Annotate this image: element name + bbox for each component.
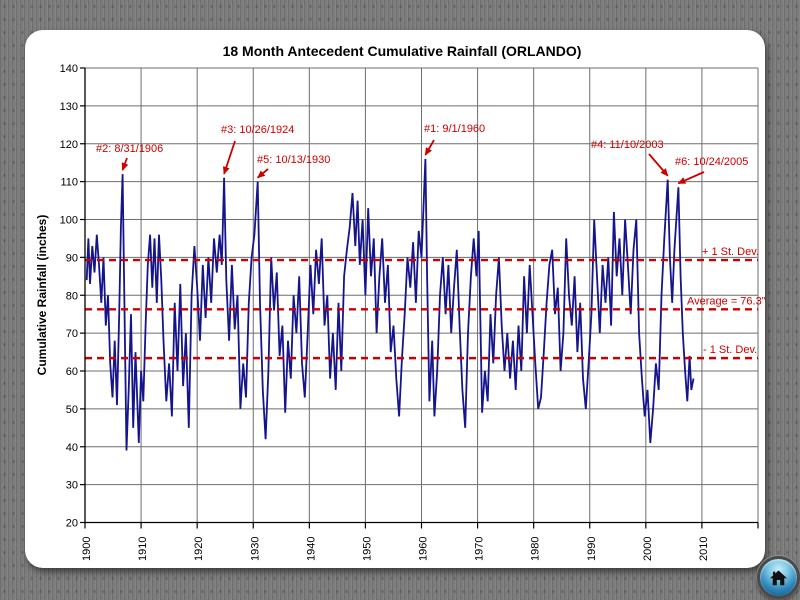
svg-text:1920: 1920 bbox=[193, 537, 205, 561]
svg-text:80: 80 bbox=[66, 290, 78, 302]
svg-text:130: 130 bbox=[60, 101, 78, 113]
svg-text:70: 70 bbox=[66, 328, 78, 340]
svg-text:40: 40 bbox=[66, 442, 78, 454]
slide-surface bbox=[25, 30, 765, 568]
svg-text:1940: 1940 bbox=[305, 537, 317, 561]
rainfall-series-line bbox=[85, 158, 695, 451]
chart-title: 18 Month Antecedent Cumulative Rainfall … bbox=[223, 43, 582, 59]
svg-text:30: 30 bbox=[66, 480, 78, 492]
svg-text:120: 120 bbox=[60, 139, 78, 151]
svg-text:90: 90 bbox=[66, 252, 78, 264]
svg-text:- 1 St. Dev.: - 1 St. Dev. bbox=[703, 344, 757, 356]
svg-text:1930: 1930 bbox=[249, 537, 261, 561]
axes-layer: 20 30 40 50 60 70 80 90 100 110 120 130 140 1900 1910 1… bbox=[60, 63, 759, 561]
svg-text:2010: 2010 bbox=[698, 537, 710, 561]
home-icon bbox=[769, 569, 788, 586]
svg-text:140: 140 bbox=[60, 63, 78, 75]
svg-text:Average = 76.3": Average = 76.3" bbox=[687, 295, 766, 307]
y-axis-title: Cumulative Rainfall (inches) bbox=[35, 215, 49, 376]
svg-text:1970: 1970 bbox=[474, 537, 486, 561]
reference-lines-layer: + 1 St. Dev. Average = 76.3" - 1 St. Dev. bbox=[85, 246, 766, 360]
svg-text:#1: 9/1/1960: #1: 9/1/1960 bbox=[424, 123, 485, 135]
svg-text:#2: 8/31/1906: #2: 8/31/1906 bbox=[96, 143, 163, 155]
svg-text:50: 50 bbox=[66, 404, 78, 416]
svg-text:1900: 1900 bbox=[81, 537, 93, 561]
home-button[interactable] bbox=[757, 556, 800, 599]
svg-text:#5: 10/13/1930: #5: 10/13/1930 bbox=[257, 154, 330, 166]
grid-layer bbox=[84, 67, 759, 523]
svg-text:+ 1 St. Dev.: + 1 St. Dev. bbox=[702, 246, 759, 258]
svg-text:20: 20 bbox=[66, 518, 78, 530]
peak-annotations-layer: #2: 8/31/1906 #3: 10/26/1924 #5: 10/13/193… bbox=[96, 123, 748, 185]
svg-text:110: 110 bbox=[60, 177, 78, 189]
svg-text:1910: 1910 bbox=[137, 537, 149, 561]
svg-text:2000: 2000 bbox=[642, 537, 654, 561]
svg-text:1980: 1980 bbox=[530, 537, 542, 561]
svg-text:1950: 1950 bbox=[361, 537, 373, 561]
svg-text:1990: 1990 bbox=[586, 537, 598, 561]
svg-text:#4: 11/10/2003: #4: 11/10/2003 bbox=[591, 139, 664, 151]
svg-text:#6: 10/24/2005: #6: 10/24/2005 bbox=[675, 156, 748, 168]
svg-text:100: 100 bbox=[60, 215, 78, 227]
svg-text:#3: 10/26/1924: #3: 10/26/1924 bbox=[221, 124, 294, 136]
svg-text:60: 60 bbox=[66, 366, 78, 378]
svg-text:1960: 1960 bbox=[418, 537, 430, 561]
